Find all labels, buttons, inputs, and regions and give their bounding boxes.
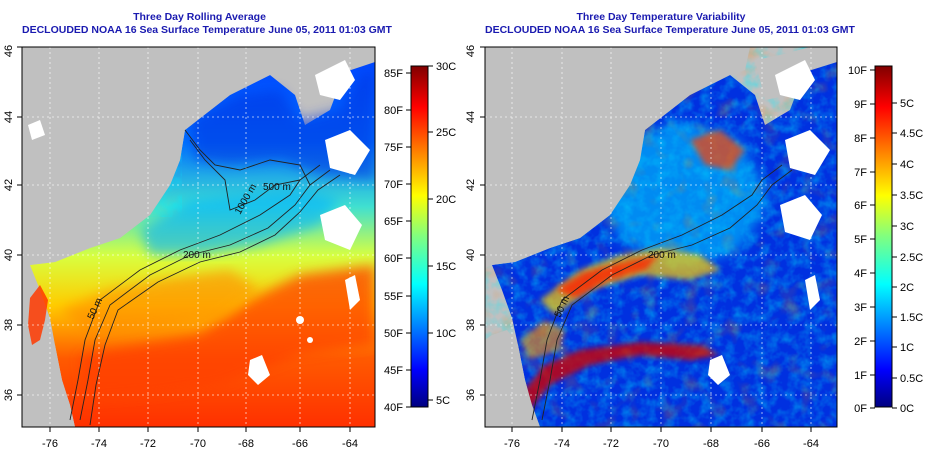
left-title-line2: DECLOUDED NOAA 16 Sea Surface Temperatur… xyxy=(22,24,392,36)
right-lon-tick: -72 xyxy=(603,438,619,450)
left-lat-tick: 42 xyxy=(3,179,15,191)
left-lat-tick: 44 xyxy=(3,111,15,123)
right-lon-tick: -76 xyxy=(504,438,520,450)
left-sst-map: 1000 m 500 m 200 m 50 m xyxy=(22,47,375,427)
left-colorbar-f-label: 60F xyxy=(384,253,403,265)
right-gridlines xyxy=(485,47,837,427)
right-lat-tick: 38 xyxy=(465,319,477,331)
left-colorbar-f-label: 45F xyxy=(384,365,403,377)
right-colorbar-f-label: 3F xyxy=(854,302,867,314)
left-colorbar-f-label: 50F xyxy=(384,328,403,340)
right-lat-axis: 36 38 40 42 44 46 xyxy=(465,45,485,401)
left-lat-tick: 36 xyxy=(3,389,15,401)
right-lon-axis: -76 -74 -72 -70 -68 -66 -64 xyxy=(504,427,819,450)
left-cloud-mask xyxy=(28,60,370,385)
left-contour-label-500m: 500 m xyxy=(263,182,291,193)
left-gulf-stream xyxy=(80,265,375,400)
left-colorbar-f-label: 70F xyxy=(384,179,403,191)
right-cloud-mask xyxy=(708,60,830,385)
left-lon-tick: -70 xyxy=(190,438,206,450)
left-gridlines xyxy=(22,47,375,427)
left-colorbar-c-label: 20C xyxy=(436,194,456,206)
right-colorbar-f-label: 9F xyxy=(854,99,867,111)
left-colorbar-f-label: 85F xyxy=(384,68,403,80)
left-colorbar-c-labels: 30C 25C 20C 15C 10C 5C xyxy=(436,61,456,407)
right-lon-tick: -66 xyxy=(754,438,770,450)
right-lon-tick: -74 xyxy=(554,438,570,450)
left-lat-axis: 36 38 40 42 44 46 xyxy=(3,45,22,401)
left-colorbar-c-label: 5C xyxy=(436,395,450,407)
right-colorbar-c-labels: 5C 4.5C 4C 3.5C 3C 2.5C 2C 1.5C 1C 0.5C … xyxy=(900,98,923,415)
left-map-title: Three Day Rolling Average DECLOUDED NOAA… xyxy=(22,11,392,37)
right-lon-tick: -70 xyxy=(653,438,669,450)
right-colorbar xyxy=(874,65,893,408)
left-colorbar-f-labels: 85F 80F 75F 70F 65F 60F 55F 50F 45F 40F xyxy=(384,68,403,414)
right-colorbar-f-label: 0F xyxy=(854,403,867,415)
right-lon-tick: -64 xyxy=(803,438,819,450)
right-colorbar-f-label: 10F xyxy=(848,65,867,77)
left-lon-tick: -72 xyxy=(140,438,156,450)
left-colorbar-f-label: 75F xyxy=(384,142,403,154)
left-lat-tick: 46 xyxy=(3,45,15,57)
right-colorbar-c-label: 2.5C xyxy=(900,252,923,264)
left-lon-tick: -76 xyxy=(42,438,58,450)
right-lat-tick: 42 xyxy=(465,179,477,191)
right-variability-map: 200 m 50 m xyxy=(485,47,837,427)
right-colorbar-c-label: 1.5C xyxy=(900,312,923,324)
right-colorbar-c-label: 1C xyxy=(900,342,914,354)
right-title-line2: DECLOUDED NOAA 16 Sea Surface Temperatur… xyxy=(485,24,855,36)
left-lon-tick: -64 xyxy=(342,438,358,450)
right-colorbar-c-label: 5C xyxy=(900,98,914,110)
right-colorbar-c-label: 4.5C xyxy=(900,128,923,140)
left-title-line1: Three Day Rolling Average xyxy=(133,11,266,23)
right-bathymetry-contours xyxy=(531,164,793,421)
left-contour-label-200m: 200 m xyxy=(183,250,211,261)
right-colorbar-c-label: 3C xyxy=(900,221,914,233)
left-lon-tick: -68 xyxy=(238,438,254,450)
right-lat-tick: 46 xyxy=(465,45,477,57)
left-colorbar-c-label: 30C xyxy=(436,61,456,73)
right-colorbar-f-label: 5F xyxy=(854,234,867,246)
right-colorbar-c-label: 3.5C xyxy=(900,190,923,202)
left-land-mainland xyxy=(22,47,290,268)
right-colorbar-f-label: 6F xyxy=(854,200,867,212)
right-lat-tick: 44 xyxy=(465,111,477,123)
left-colorbar-c-label: 15C xyxy=(436,261,456,273)
right-map-title: Three Day Temperature Variability DECLOU… xyxy=(485,11,855,37)
right-lat-tick: 36 xyxy=(465,389,477,401)
left-lat-tick: 38 xyxy=(3,319,15,331)
right-colorbar-f-label: 2F xyxy=(854,336,867,348)
left-colorbar-c-label: 25C xyxy=(436,127,456,139)
left-lon-tick: -66 xyxy=(292,438,308,450)
right-colorbar-c-label: 0.5C xyxy=(900,373,923,385)
right-lat-tick: 40 xyxy=(465,249,477,261)
right-colorbar-f-label: 8F xyxy=(854,133,867,145)
left-lon-axis: -76 -74 -72 -70 -68 -66 -64 xyxy=(42,427,358,450)
left-colorbar-f-label: 55F xyxy=(384,291,403,303)
left-colorbar-c-label: 10C xyxy=(436,328,456,340)
left-colorbar-f-label: 65F xyxy=(384,216,403,228)
left-lat-tick: 40 xyxy=(3,249,15,261)
right-contour-label-200m: 200 m xyxy=(648,250,676,261)
right-colorbar-f-label: 4F xyxy=(854,268,867,280)
right-colorbar-c-label: 0C xyxy=(900,403,914,415)
right-colorbar-f-labels: 10F 9F 8F 7F 6F 5F 4F 3F 2F 1F 0F xyxy=(848,65,867,415)
right-colorbar-f-label: 1F xyxy=(854,370,867,382)
left-colorbar-f-label: 80F xyxy=(384,105,403,117)
right-lon-tick: -68 xyxy=(703,438,719,450)
left-colorbar-f-label: 40F xyxy=(384,402,403,414)
left-bathymetry-contours xyxy=(69,129,341,426)
right-colorbar-c-label: 2C xyxy=(900,282,914,294)
right-colorbar-f-label: 7F xyxy=(854,167,867,179)
left-lon-tick: -74 xyxy=(91,438,107,450)
right-colorbar-c-label: 4C xyxy=(900,159,914,171)
left-colorbar xyxy=(410,65,429,408)
right-title-line1: Three Day Temperature Variability xyxy=(576,11,746,23)
